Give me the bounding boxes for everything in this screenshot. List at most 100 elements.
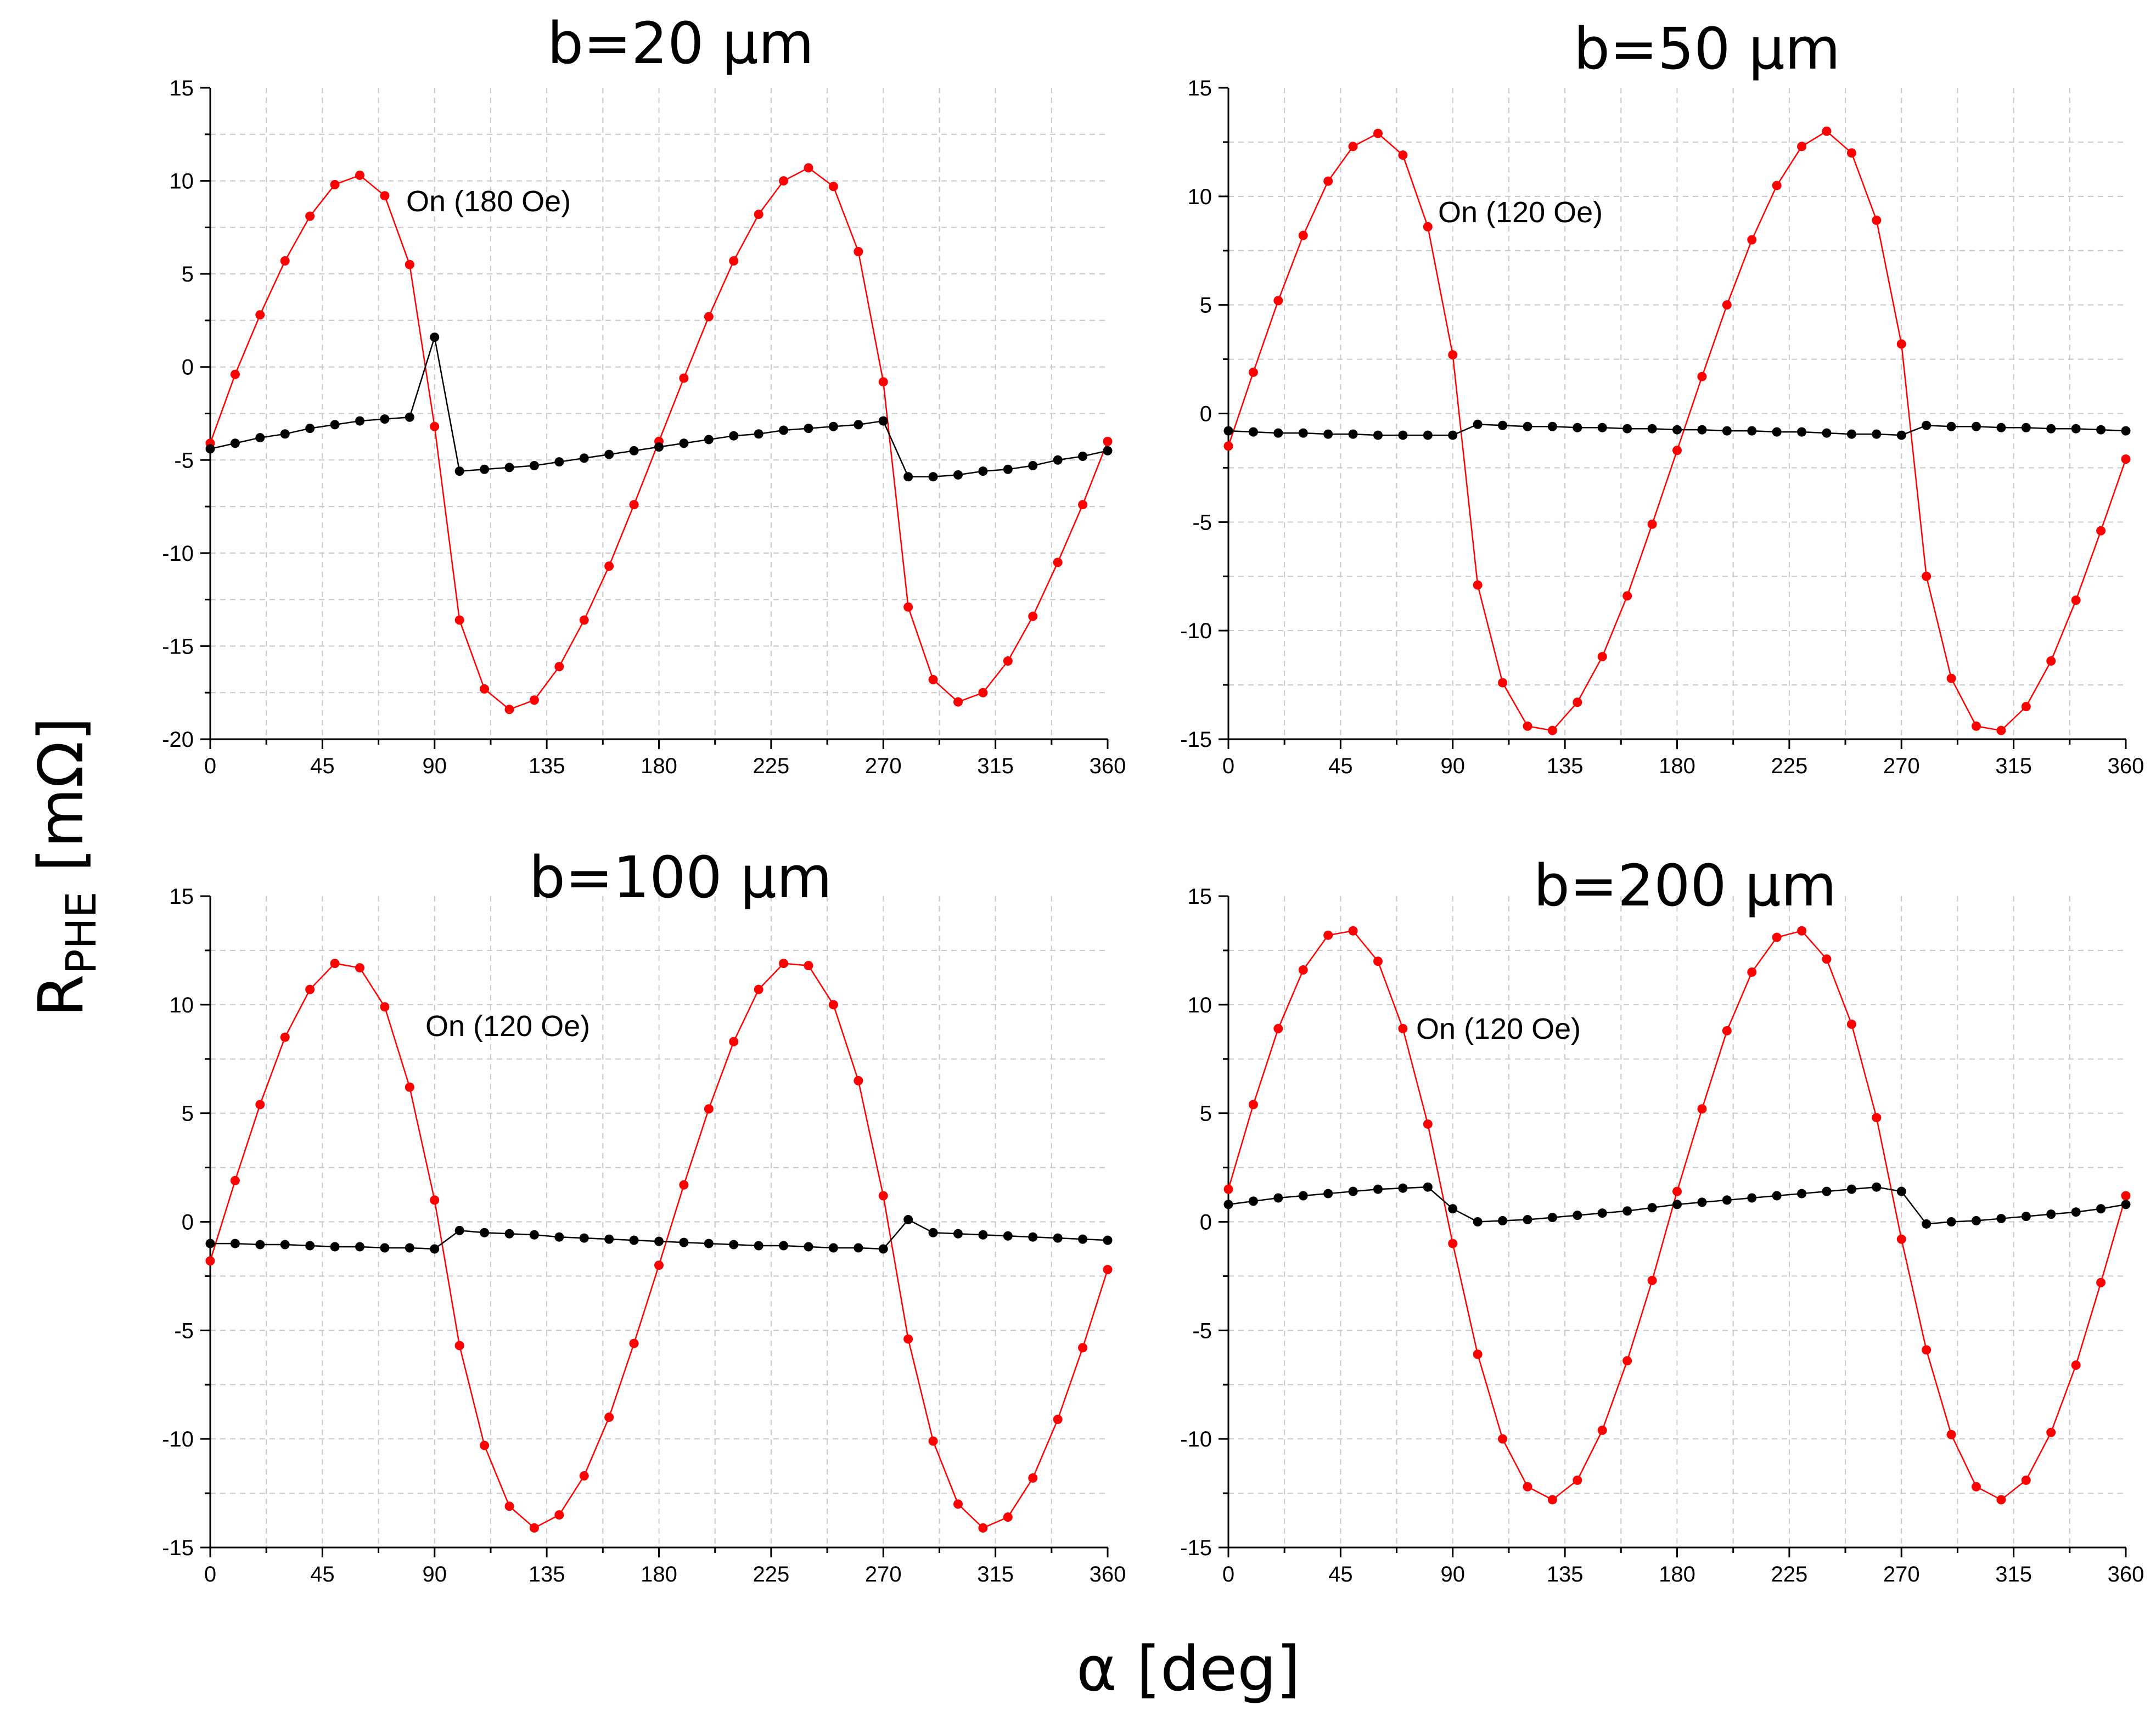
data-point [1846, 1019, 1856, 1029]
data-point [2121, 426, 2131, 436]
x-tick-label: 135 [1547, 754, 1584, 778]
data-point [280, 256, 290, 266]
x-tick-label: 0 [1222, 1562, 1234, 1586]
data-point [1373, 128, 1383, 138]
y-tick-label: 15 [1188, 76, 1212, 100]
data-point [1373, 1184, 1383, 1194]
panel-b100: 0 45 90 135 180 225 270 315 360 -15 -10 -5 0 5 10 15 b=1… [162, 844, 1126, 1586]
x-tick-label: 270 [1883, 754, 1920, 778]
data-point [1498, 1216, 1508, 1226]
data-point [1248, 427, 1258, 437]
annotation: On (120 Oe) [1438, 196, 1603, 229]
data-point [355, 170, 364, 180]
data-point [1028, 460, 1038, 470]
data-point [1078, 1343, 1088, 1353]
y-tick-label: -10 [162, 542, 194, 566]
x-tick-label: 135 [529, 1562, 565, 1586]
data-point [1473, 1349, 1483, 1359]
data-point [454, 615, 464, 625]
data-point [1523, 1215, 1532, 1225]
data-point [1647, 1275, 1657, 1285]
data-point [305, 1241, 315, 1251]
x-tick-label: 135 [1547, 1562, 1584, 1586]
data-point [579, 615, 589, 625]
data-point [1348, 142, 1358, 151]
data-point [1896, 1186, 1906, 1196]
x-tick-label: 360 [2108, 1562, 2144, 1586]
data-point [1348, 429, 1358, 439]
series-off [205, 332, 1113, 482]
data-point [2071, 1207, 2081, 1217]
data-point [330, 420, 340, 430]
data-point [2071, 595, 2081, 605]
data-point [729, 1037, 739, 1046]
data-point [2096, 425, 2106, 435]
data-point [1053, 558, 1063, 567]
data-point [903, 1334, 913, 1344]
y-tick-label: 5 [1200, 294, 1212, 318]
data-point [1323, 429, 1333, 439]
data-point [2071, 424, 2081, 434]
data-point [729, 431, 739, 441]
data-point [1922, 420, 1932, 430]
data-point [355, 416, 364, 426]
data-point [1053, 455, 1063, 465]
x-tick-label: 180 [1659, 1562, 1695, 1586]
data-point [255, 433, 265, 443]
data-point [1398, 430, 1408, 440]
data-point [529, 695, 539, 705]
data-point [978, 1523, 988, 1533]
data-point [504, 1229, 514, 1239]
x-axis-label: α [deg] [1076, 1634, 1300, 1705]
data-point [928, 1436, 938, 1446]
data-point [1697, 1104, 1707, 1114]
data-point [1647, 424, 1657, 434]
series-on [1223, 126, 2131, 735]
data-point [1223, 426, 1233, 436]
data-point [1248, 367, 1258, 377]
x-tick-label: 315 [1995, 1562, 2032, 1586]
data-point [1028, 1232, 1038, 1242]
data-point [255, 1100, 265, 1110]
data-point [579, 1233, 589, 1243]
data-point [554, 662, 564, 672]
x-tick-label: 90 [1441, 754, 1466, 778]
x-tick-label: 270 [1883, 1562, 1920, 1586]
data-point [1498, 1434, 1508, 1444]
data-point [928, 1228, 938, 1237]
data-point [405, 260, 414, 269]
y-tick-label: 0 [182, 356, 194, 380]
grid [1228, 896, 2126, 1547]
data-point [1872, 1182, 1882, 1192]
data-point [305, 211, 315, 221]
x-tick-label: 225 [1771, 1562, 1808, 1586]
panel-title: b=50 μm [1574, 15, 1840, 82]
data-point [1996, 1495, 2006, 1505]
x-tick-label: 180 [641, 1562, 677, 1586]
data-point [1772, 932, 1782, 942]
data-point [1103, 1235, 1113, 1245]
data-point [430, 1195, 440, 1205]
y-axis-label: RPHE [mΩ] [26, 717, 105, 1017]
data-point [480, 684, 490, 694]
data-point [1053, 1415, 1063, 1425]
data-point [330, 179, 340, 189]
data-point [1028, 1473, 1038, 1483]
data-point [1423, 1119, 1433, 1129]
data-point [504, 705, 514, 714]
x-tick-label: 315 [1995, 754, 2032, 778]
data-point [454, 1225, 464, 1235]
data-point [1747, 235, 1757, 245]
data-point [1722, 1195, 1732, 1205]
data-point [230, 369, 240, 379]
data-point [903, 472, 913, 482]
data-point [1722, 426, 1732, 436]
data-point [2121, 1191, 2131, 1201]
data-point [1003, 656, 1013, 666]
data-point [754, 1241, 763, 1251]
data-point [1273, 1193, 1283, 1203]
data-point [1373, 430, 1383, 440]
data-point [205, 1239, 215, 1248]
data-point [604, 561, 614, 571]
data-point [579, 453, 589, 463]
